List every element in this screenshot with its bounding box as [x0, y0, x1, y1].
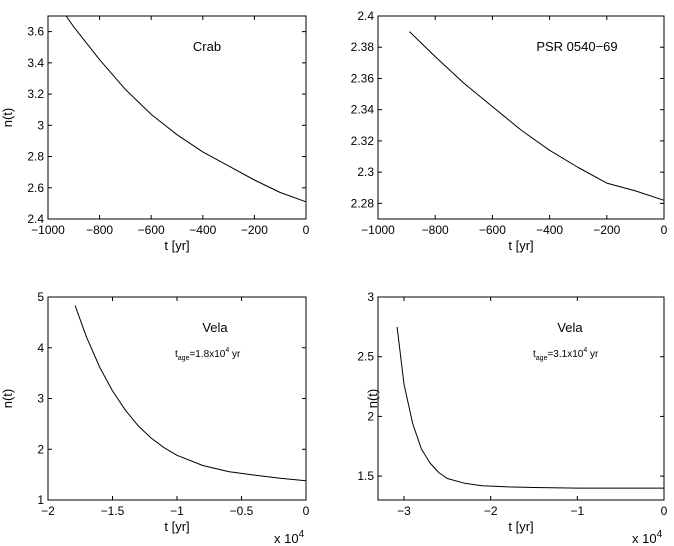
y-tick-label-2: 2.28 — [351, 196, 375, 210]
x-tick-label-1: −600 — [138, 223, 165, 237]
age-annotation-4: tage=3.1x104 yr — [533, 347, 599, 362]
x-tick-label-1: −1000 — [31, 223, 65, 237]
y-tick-label-4: 2.5 — [357, 350, 374, 364]
plot-frame-1 — [47, 15, 307, 220]
y-tick-label-1: 2.6 — [27, 181, 44, 195]
series-annotation-2: PSR 0540−69 — [536, 39, 617, 54]
series-annotation-4: Vela — [557, 320, 583, 335]
y-tick-label-2: 2.4 — [357, 9, 374, 23]
x-tick-label-4: 0 — [661, 504, 668, 518]
x-tick-label-3: −0.5 — [230, 504, 254, 518]
y-tick-label-1: 3.2 — [27, 87, 44, 101]
y-tick-label-2: 2.34 — [351, 103, 375, 117]
plot-frame-2 — [377, 15, 665, 220]
panel-2: −1000 −800 −600 −400 −200 0 2.28 2.3 2.32 2.34 2.3… — [351, 9, 668, 253]
y-axis-label-3: n(t) — [0, 389, 15, 409]
y-tick-label-4: 2 — [367, 409, 374, 423]
y-tick-label-1: 2.8 — [27, 150, 44, 164]
series-annotation-3: Vela — [202, 320, 228, 335]
x-tick-label-2: 0 — [661, 223, 668, 237]
x-multiplier-3: x 104 — [274, 529, 305, 546]
x-tick-label-3: −2 — [41, 504, 55, 518]
x-multiplier-4: x 104 — [632, 529, 663, 546]
plot-frame-4 — [377, 296, 665, 501]
y-tick-label-1: 2.4 — [27, 212, 44, 226]
x-axis-label-2: t [yr] — [508, 238, 533, 253]
panel-4: −3 −2 −1 0 1.5 2 2.5 3 t [yr] n(t) x 104 Vela tage=3… — [357, 290, 667, 546]
x-tick-label-1: 0 — [303, 223, 310, 237]
y-tick-label-2: 2.3 — [357, 165, 374, 179]
x-tick-label-2: −800 — [422, 223, 449, 237]
series-line-1 — [65, 15, 307, 203]
series-line-3 — [74, 305, 307, 482]
x-tick-label-4: −3 — [397, 504, 411, 518]
y-tick-label-2: 2.38 — [351, 40, 375, 54]
x-tick-label-1: −400 — [189, 223, 216, 237]
plot-frame-3 — [47, 296, 307, 501]
x-tick-label-2: −1000 — [361, 223, 395, 237]
x-tick-label-4: −1 — [570, 504, 584, 518]
y-tick-label-4: 1.5 — [357, 469, 374, 483]
x-tick-label-1: −200 — [241, 223, 268, 237]
y-tick-label-1: 3.4 — [27, 56, 44, 70]
y-tick-label-3: 4 — [37, 341, 44, 355]
y-tick-label-3: 5 — [37, 290, 44, 304]
x-tick-label-1: −800 — [86, 223, 113, 237]
series-line-2 — [409, 31, 665, 201]
y-tick-label-2: 2.36 — [351, 71, 375, 85]
series-annotation-1: Crab — [193, 39, 221, 54]
y-tick-label-1: 3.6 — [27, 25, 44, 39]
x-axis-label-1: t [yr] — [164, 238, 189, 253]
x-tick-label-2: −200 — [593, 223, 620, 237]
y-tick-label-1: 3 — [37, 118, 44, 132]
y-tick-label-2: 2.32 — [351, 134, 375, 148]
x-tick-label-3: −1.5 — [101, 504, 125, 518]
age-annotation-3: tage=1.8x104 yr — [175, 347, 241, 362]
series-line-4 — [396, 326, 664, 489]
y-tick-label-4: 3 — [367, 290, 374, 304]
y-tick-label-3: 2 — [37, 442, 44, 456]
x-tick-label-3: 0 — [303, 504, 310, 518]
y-tick-label-3: 3 — [37, 392, 44, 406]
y-axis-label-1: n(t) — [0, 108, 15, 128]
x-tick-label-3: −1 — [170, 504, 184, 518]
panel-1: −1000 −800 −600 −400 −200 0 2.4 2.6 2.8 3 3.2 3.4 3.… — [0, 15, 310, 253]
x-tick-label-2: −400 — [536, 223, 563, 237]
y-tick-label-3: 1 — [37, 493, 44, 507]
y-axis-label-4: n(t) — [365, 389, 380, 409]
x-axis-label-4: t [yr] — [508, 519, 533, 534]
x-axis-label-3: t [yr] — [164, 519, 189, 534]
panel-3: −2 −1.5 −1 −0.5 0 1 2 3 4 5 t [yr] n(t) x 104 Vela tag… — [0, 290, 310, 546]
x-tick-label-2: −600 — [479, 223, 506, 237]
x-tick-label-4: −2 — [484, 504, 498, 518]
